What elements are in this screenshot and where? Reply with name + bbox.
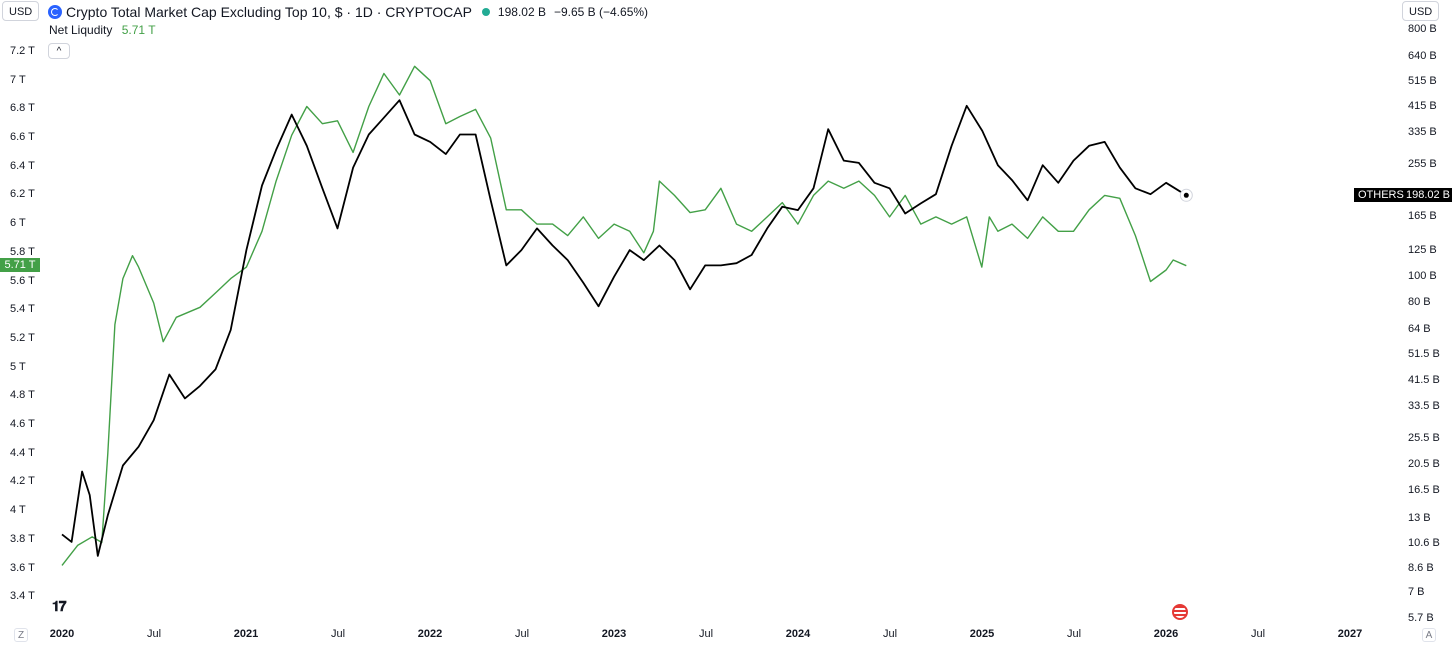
right-axis-tick: 33.5 B	[1408, 400, 1440, 412]
left-axis-tick: 6 T	[10, 217, 26, 229]
left-axis-tick: 5.4 T	[10, 303, 35, 315]
chevron-up-icon: ^	[56, 46, 62, 57]
symbol-logo-icon	[48, 5, 62, 19]
right-axis-tick: 41.5 B	[1408, 374, 1440, 386]
right-axis-tick: 165 B	[1408, 210, 1437, 222]
left-axis-tick: 4 T	[10, 504, 26, 516]
time-axis-tick: 2027	[1337, 628, 1363, 640]
market-status-icon	[481, 8, 490, 16]
right-axis-tick: 13 B	[1408, 512, 1431, 524]
left-axis-tick: 3.8 T	[10, 533, 35, 545]
left-axis-tick: 4.8 T	[10, 389, 35, 401]
right-axis-tick: 7 B	[1408, 586, 1425, 598]
time-axis-tick: Jul	[1066, 628, 1082, 640]
right-axis-tick: 415 B	[1408, 100, 1437, 112]
left-axis-tick: 3.4 T	[10, 590, 35, 602]
left-axis-tick: 5.2 T	[10, 332, 35, 344]
time-axis-tick: 2020	[49, 628, 75, 640]
time-axis-tick: Jul	[698, 628, 714, 640]
right-axis-tick: 125 B	[1408, 244, 1437, 256]
right-axis-tick: 16.5 B	[1408, 484, 1440, 496]
time-axis-tick: Jul	[330, 628, 346, 640]
right-axis-tick: 25.5 B	[1408, 432, 1440, 444]
left-axis-tick: 6.2 T	[10, 188, 35, 200]
time-axis-tick: Jul	[1250, 628, 1266, 640]
chart-title[interactable]: Crypto Total Market Cap Excluding Top 10…	[66, 4, 472, 20]
price-last-value-badge: 198.02 B	[1404, 188, 1452, 202]
right-axis-tick: 640 B	[1408, 50, 1437, 62]
time-axis-tick: Jul	[882, 628, 898, 640]
left-axis-tick: 6.6 T	[10, 131, 35, 143]
left-axis-tick: 4.4 T	[10, 447, 35, 459]
indicator-legend[interactable]: Net Liqudity 5.71 T	[49, 23, 156, 37]
time-axis-tick: Jul	[514, 628, 530, 640]
left-axis-tick: 7 T	[10, 74, 26, 86]
right-axis-tick: 5.7 B	[1408, 612, 1434, 624]
left-axis-tick: 5.8 T	[10, 246, 35, 258]
right-axis-tick: 64 B	[1408, 323, 1431, 335]
right-axis-tick: 800 B	[1408, 23, 1437, 35]
right-axis-tick: 51.5 B	[1408, 348, 1440, 360]
value-change: −9.65 B (−4.65%)	[553, 5, 649, 19]
indicator-name: Net Liqudity	[49, 23, 113, 37]
right-axis-tick: 80 B	[1408, 296, 1431, 308]
net-liquidity-series-line[interactable]	[61, 65, 1187, 566]
right-axis-tick: 335 B	[1408, 126, 1437, 138]
time-axis-tick: 2026	[1153, 628, 1179, 640]
left-axis-tick: 7.2 T	[10, 45, 35, 57]
chart-plot-area[interactable]	[0, 0, 1400, 625]
collapse-legend-button[interactable]: ^	[48, 43, 70, 59]
time-axis-tick: 2021	[233, 628, 259, 640]
time-axis-tick: 2025	[969, 628, 995, 640]
left-axis-tick: 5.6 T	[10, 275, 35, 287]
right-axis-tick: 10.6 B	[1408, 537, 1440, 549]
currency-selector-left[interactable]: USD	[2, 1, 40, 21]
right-axis-tick: 20.5 B	[1408, 458, 1440, 470]
liquidity-last-value-badge: 5.71 T	[0, 258, 40, 272]
currency-selector-right[interactable]: USD	[1402, 1, 1440, 21]
left-axis-tick: 6.8 T	[10, 102, 35, 114]
last-value: 198.02 B	[497, 5, 546, 19]
left-axis-tick: 4.2 T	[10, 475, 35, 487]
others-price-series-line[interactable]	[61, 99, 1187, 557]
us-flag-icon[interactable]	[1172, 604, 1188, 620]
right-axis-tick: 515 B	[1408, 75, 1437, 87]
time-axis-tick: 2022	[417, 628, 443, 640]
indicator-value: 5.71 T	[121, 23, 156, 37]
tradingview-logo-icon[interactable]: 𝟏𝟕	[52, 598, 67, 614]
auto-scale-button[interactable]: A	[1422, 628, 1436, 642]
left-axis-tick: 3.6 T	[10, 562, 35, 574]
left-axis-tick: 5 T	[10, 361, 26, 373]
time-axis-tick: Jul	[146, 628, 162, 640]
symbol-badge: OTHERS	[1354, 188, 1408, 202]
time-axis-tick: 2023	[601, 628, 627, 640]
right-axis-tick: 8.6 B	[1408, 562, 1434, 574]
zoom-reset-button[interactable]: Z	[14, 628, 28, 642]
left-axis-tick: 6.4 T	[10, 160, 35, 172]
right-axis-tick: 100 B	[1408, 270, 1437, 282]
last-price-dot	[1183, 192, 1189, 198]
right-axis-tick: 255 B	[1408, 158, 1437, 170]
time-axis-tick: 2024	[785, 628, 811, 640]
left-axis-tick: 4.6 T	[10, 418, 35, 430]
series-legend: Crypto Total Market Cap Excluding Top 10…	[48, 2, 656, 22]
